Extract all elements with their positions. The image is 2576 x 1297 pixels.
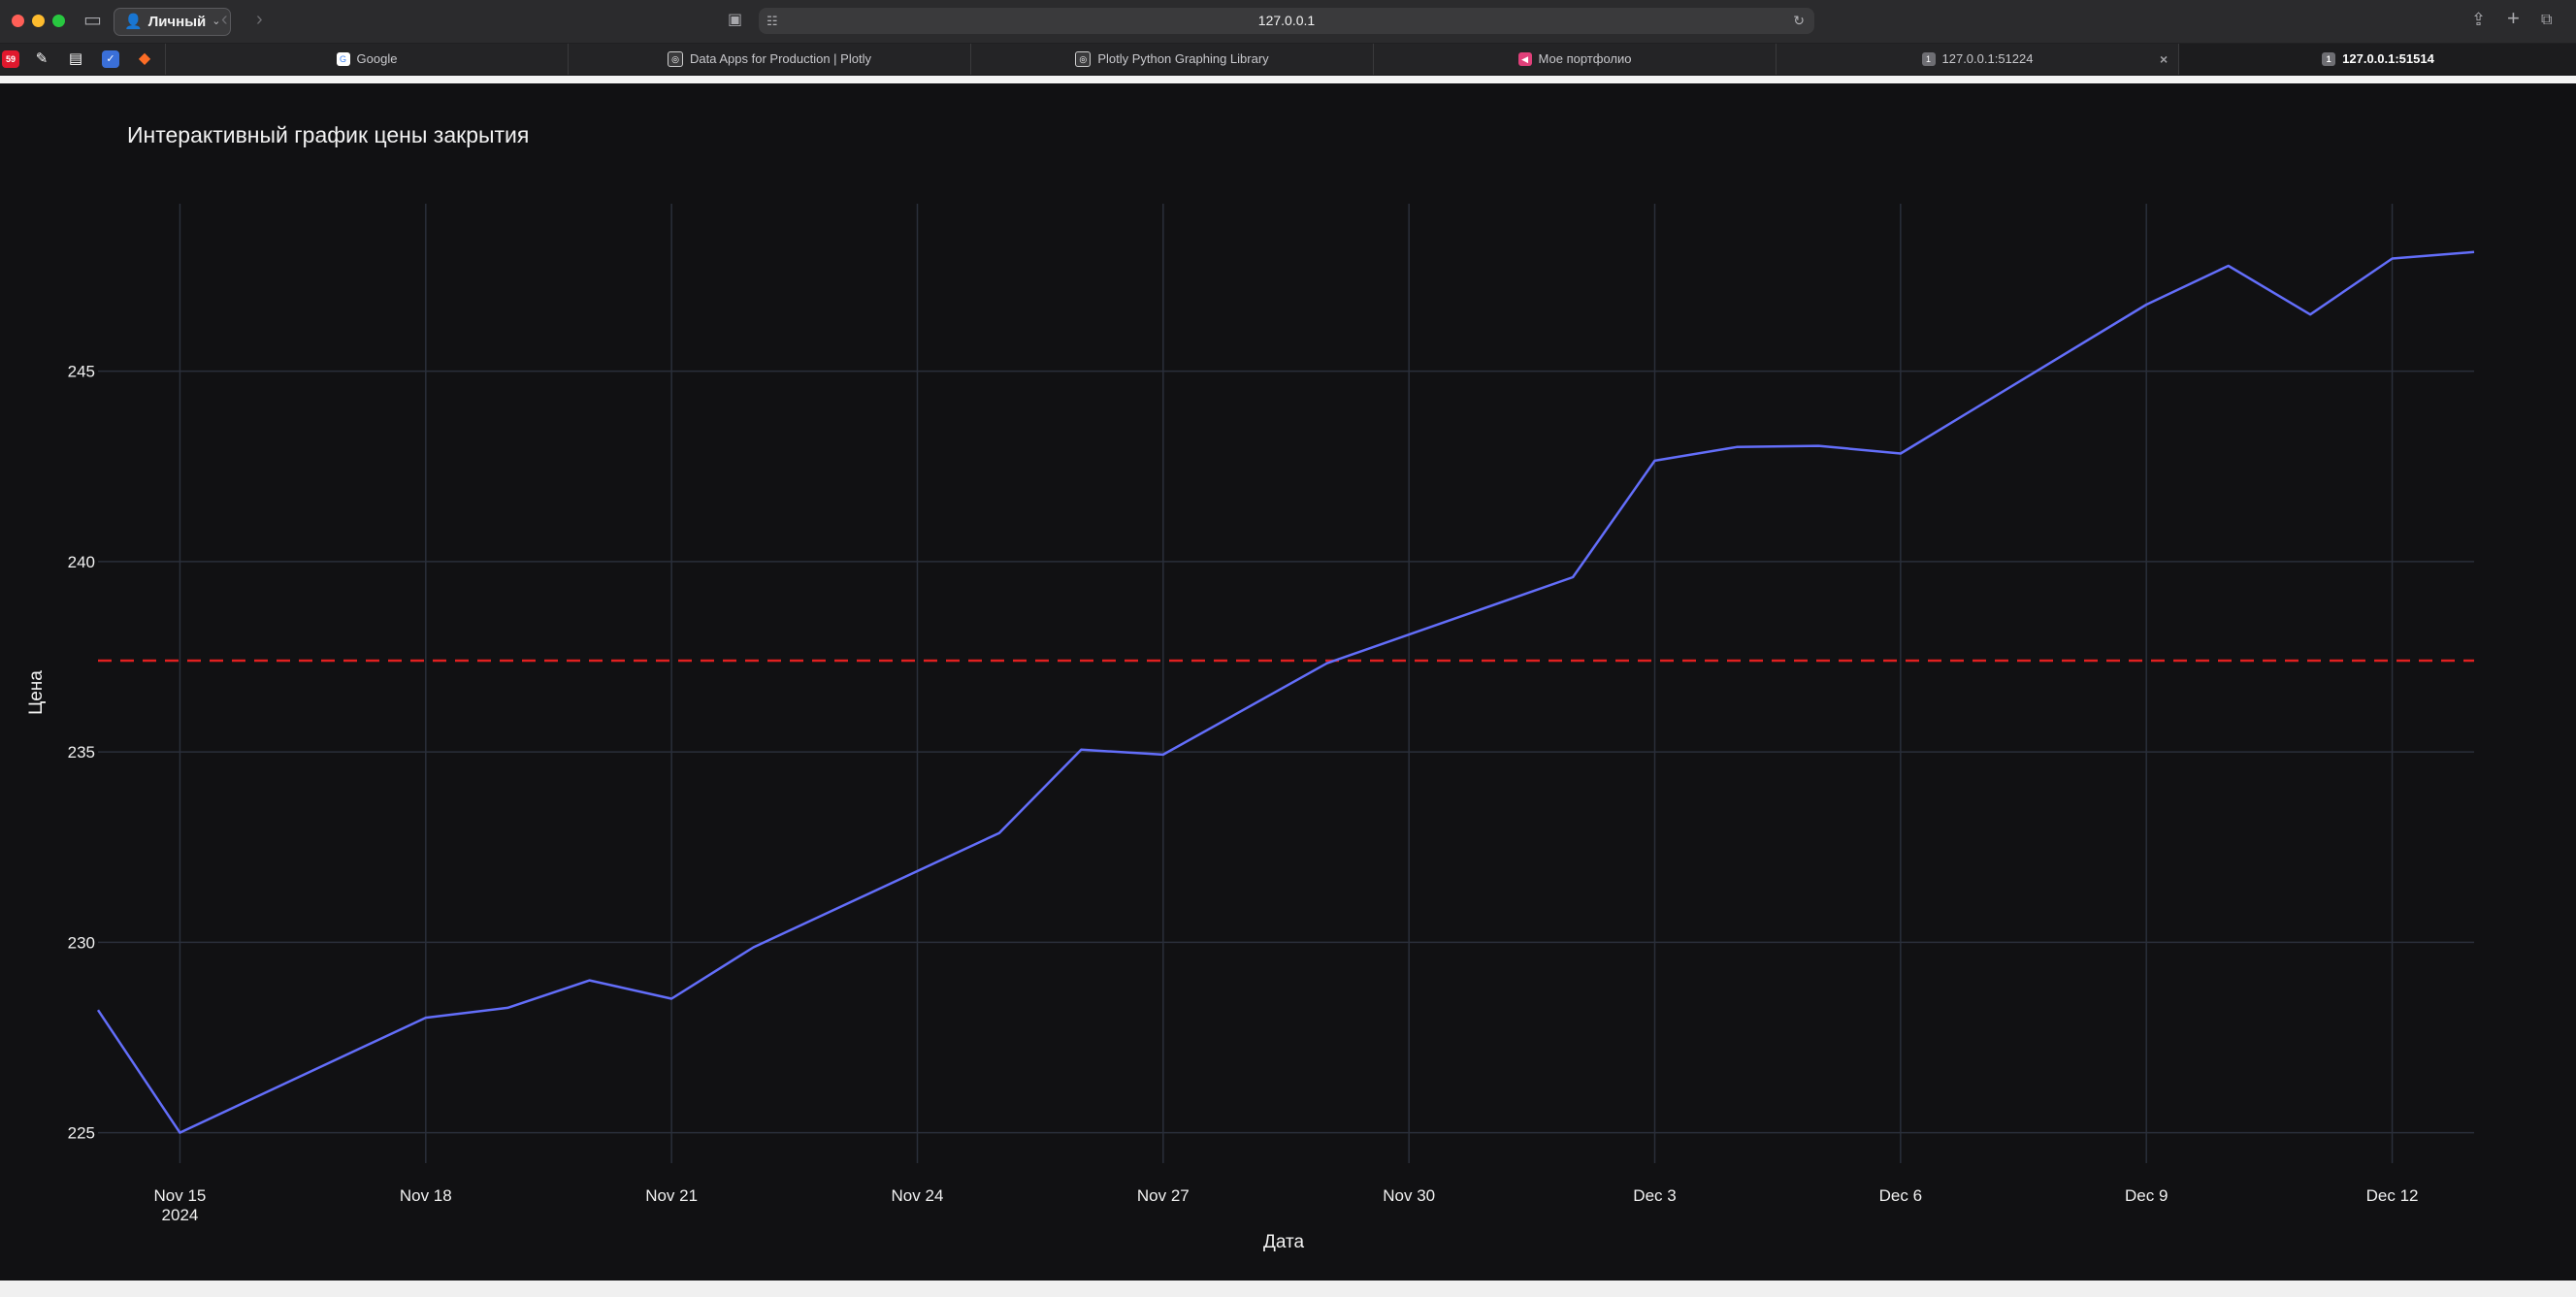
data-point (2227, 264, 2231, 268)
chevron-down-icon: ⌄ (212, 16, 221, 27)
pinned-notification-badge[interactable]: 59 (2, 50, 19, 68)
data-point (1325, 662, 1329, 665)
data-point (2391, 257, 2395, 261)
data-point (1079, 748, 1083, 752)
data-point (505, 1006, 509, 1010)
x-axis-label: Дата (1262, 1232, 1305, 1252)
x-tick-year-label: 2024 (162, 1206, 199, 1224)
pinned-bird-icon[interactable]: ✎ (35, 50, 49, 67)
data-point (1735, 445, 1739, 449)
tab-plotly-dash[interactable]: ◎ Data Apps for Production | Plotly (568, 44, 970, 75)
tab-label: Data Apps for Production | Plotly (690, 51, 871, 66)
x-tick-label: Nov 27 (1137, 1186, 1190, 1205)
page-top-border (0, 76, 2576, 83)
tab-plotly-python[interactable]: ◎ Plotly Python Graphing Library (970, 44, 1373, 75)
y-tick-label: 245 (68, 363, 95, 381)
x-tick-label: Nov 18 (400, 1186, 452, 1205)
data-point (669, 996, 673, 1000)
page-settings-icon[interactable]: ☷ (766, 14, 778, 28)
tab-localhost-51224[interactable]: 1 127.0.0.1:51224 (1776, 44, 2178, 75)
profile-label: Личный (147, 14, 207, 30)
close-price-series-line (96, 250, 2475, 1134)
data-point (752, 945, 756, 949)
tab-bar: 59 ✎ ▤ ✓ ◆ G Google ◎ Data Apps for Prod… (0, 44, 2576, 76)
x-tick-label: Nov 15 (154, 1186, 207, 1205)
data-point (2144, 303, 2148, 307)
back-button[interactable]: ‹ (221, 9, 228, 30)
data-point (1653, 459, 1657, 463)
data-point (96, 1008, 100, 1012)
new-tab-icon[interactable]: + (2507, 6, 2520, 30)
plotly-icon: ◎ (1075, 51, 1092, 67)
tab-portfolio[interactable]: ◀ Мое портфолио (1373, 44, 1776, 75)
x-tick-label: Nov 30 (1383, 1186, 1435, 1205)
pinned-docs-icon[interactable]: ▤ (68, 50, 83, 67)
share-icon[interactable]: ⇪ (2471, 10, 2487, 29)
chart-container[interactable]: Интерактивный график цены закрытия Цена … (0, 83, 2576, 1281)
tab-label: 127.0.0.1:51514 (2342, 51, 2434, 66)
address-bar[interactable]: ☷ 127.0.0.1 ↻ (759, 8, 1814, 34)
data-point (1899, 451, 1903, 455)
tab-label: 127.0.0.1:51224 (1941, 51, 2034, 66)
tab-label: Мое портфолио (1538, 51, 1632, 66)
zoom-window-button[interactable] (52, 15, 65, 27)
browser-titlebar: ▭ 👤 Личный ⌄ ‹ › ▣ ☷ 127.0.0.1 ↻ ⇪ + ⧉ (0, 0, 2576, 44)
forward-button[interactable]: › (256, 9, 263, 30)
data-point (178, 1131, 181, 1135)
y-tick-label: 230 (68, 933, 95, 952)
tab-localhost-51514[interactable]: × 1 127.0.0.1:51514 (2160, 44, 2576, 75)
sidebar-toggle-icon[interactable]: ▭ (83, 10, 102, 31)
close-window-button[interactable] (12, 15, 24, 27)
data-point (2308, 312, 2312, 316)
pinned-gitlab-icon[interactable]: ◆ (138, 50, 151, 67)
tab-label: Google (356, 51, 398, 66)
tab-overview-icon[interactable]: ▣ (728, 12, 743, 28)
tab-google[interactable]: G Google (165, 44, 568, 75)
x-tick-label: Dec 6 (1879, 1186, 1922, 1205)
data-point (1816, 444, 1820, 448)
data-point (588, 979, 592, 983)
address-text: 127.0.0.1 (1257, 13, 1316, 28)
google-icon: G (336, 52, 350, 66)
data-point (997, 831, 1001, 835)
x-tick-label: Dec 12 (2366, 1186, 2419, 1205)
data-point (1161, 753, 1165, 757)
x-tick-label: Nov 24 (892, 1186, 944, 1205)
y-tick-label: 240 (68, 553, 95, 571)
show-all-tabs-icon[interactable]: ⧉ (2541, 12, 2553, 28)
chart-title: Интерактивный график цены закрытия (127, 122, 530, 147)
portfolio-icon: ◀ (1517, 52, 1532, 66)
page-icon: 1 (2322, 52, 2336, 66)
x-tick-label: Dec 9 (2125, 1186, 2168, 1205)
reload-icon[interactable]: ↻ (1793, 13, 1805, 28)
x-tick-label: Dec 3 (1633, 1186, 1676, 1205)
tab-label: Plotly Python Graphing Library (1097, 51, 1269, 66)
minimize-window-button[interactable] (32, 15, 45, 27)
page-bottom-border (0, 1281, 2576, 1297)
plotly-icon: ◎ (668, 51, 684, 67)
data-point (2472, 250, 2476, 254)
data-point (1571, 575, 1575, 579)
x-tick-label: Nov 21 (645, 1186, 698, 1205)
data-point (424, 1016, 428, 1020)
profile-menu-button[interactable]: 👤 Личный ⌄ (114, 8, 232, 36)
close-tab-icon[interactable]: × (2160, 51, 2168, 67)
pinned-calendar-icon[interactable]: ✓ (102, 50, 119, 68)
person-icon: 👤 (124, 14, 143, 30)
page-icon: 1 (1921, 52, 1936, 66)
y-tick-label: 235 (68, 743, 95, 762)
y-tick-label: 225 (68, 1124, 95, 1143)
